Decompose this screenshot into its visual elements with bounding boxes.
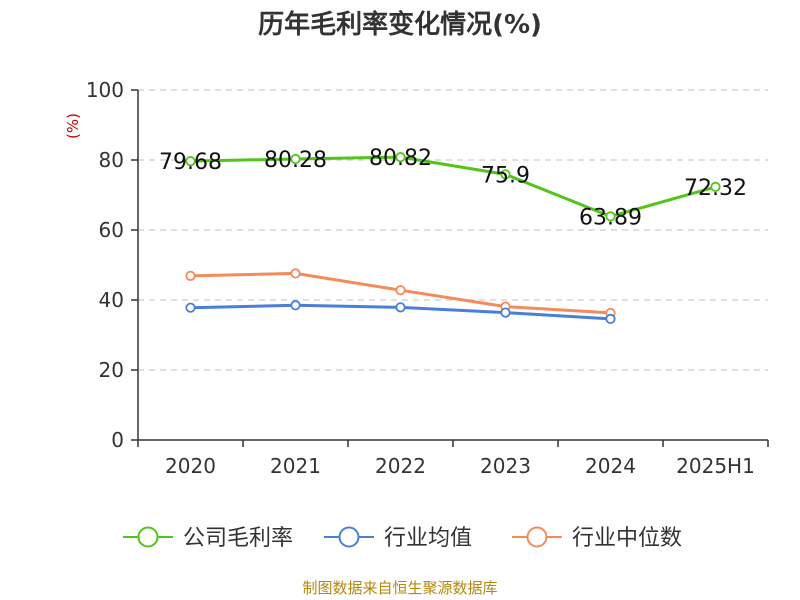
data-label: 63.89 — [579, 205, 642, 230]
data-label: 80.28 — [264, 148, 327, 173]
series-points — [185, 152, 721, 324]
data-label: 75.9 — [481, 163, 530, 188]
y-tick-label: 60 — [99, 218, 124, 242]
x-tick-label: 2024 — [585, 454, 636, 478]
series-point — [605, 313, 616, 324]
y-tick-label: 40 — [99, 288, 124, 312]
series-point — [395, 302, 406, 313]
series-point — [185, 302, 196, 313]
series-point — [185, 270, 196, 281]
y-tick-label: 100 — [86, 78, 124, 102]
x-tick-label: 2022 — [375, 454, 426, 478]
y-tick-label: 20 — [99, 358, 124, 382]
series-lines — [190, 155, 716, 321]
legend-label: 行业中位数 — [572, 526, 682, 551]
legend-label: 公司毛利率 — [183, 526, 293, 551]
data-label: 72.32 — [684, 176, 747, 201]
legend-marker — [338, 526, 360, 548]
series-point — [290, 153, 301, 165]
x-tick-label: 2021 — [270, 454, 321, 478]
series-point — [185, 156, 196, 167]
x-tick-label: 2025H1 — [676, 454, 755, 478]
series-point — [710, 181, 721, 192]
x-tick-label: 2023 — [480, 454, 531, 478]
series-point — [395, 152, 406, 163]
y-axis-unit-label: (%) — [64, 113, 82, 139]
axes: 0 20 40 60 80 100 2020 2021 2022 2023 2024 2025H1 — [86, 78, 769, 478]
x-tick-label: 2020 — [165, 454, 216, 478]
data-label: 79.68 — [159, 150, 222, 175]
chart-title: 历年毛利率变化情况(%) — [258, 9, 542, 40]
series-point — [290, 300, 301, 311]
legend-marker — [137, 526, 159, 548]
series-point — [500, 169, 511, 180]
data-labels: 79.68 80.28 80.82 75.9 63.89 72.32 — [159, 146, 747, 230]
legend-label: 行业均值 — [384, 526, 472, 551]
source-note: 制图数据来自恒生聚源数据库 — [302, 579, 497, 597]
legend: 公司毛利率 行业均值 行业中位数 — [123, 526, 682, 551]
series-point — [500, 307, 511, 318]
series-point — [290, 268, 301, 279]
series-point — [395, 285, 406, 296]
series-point — [605, 211, 616, 222]
gridlines — [138, 89, 768, 371]
series-line — [190, 155, 716, 218]
y-tick-label: 80 — [99, 148, 124, 172]
data-label: 80.82 — [369, 146, 432, 171]
legend-marker — [526, 526, 548, 548]
y-tick-label: 0 — [111, 428, 124, 452]
